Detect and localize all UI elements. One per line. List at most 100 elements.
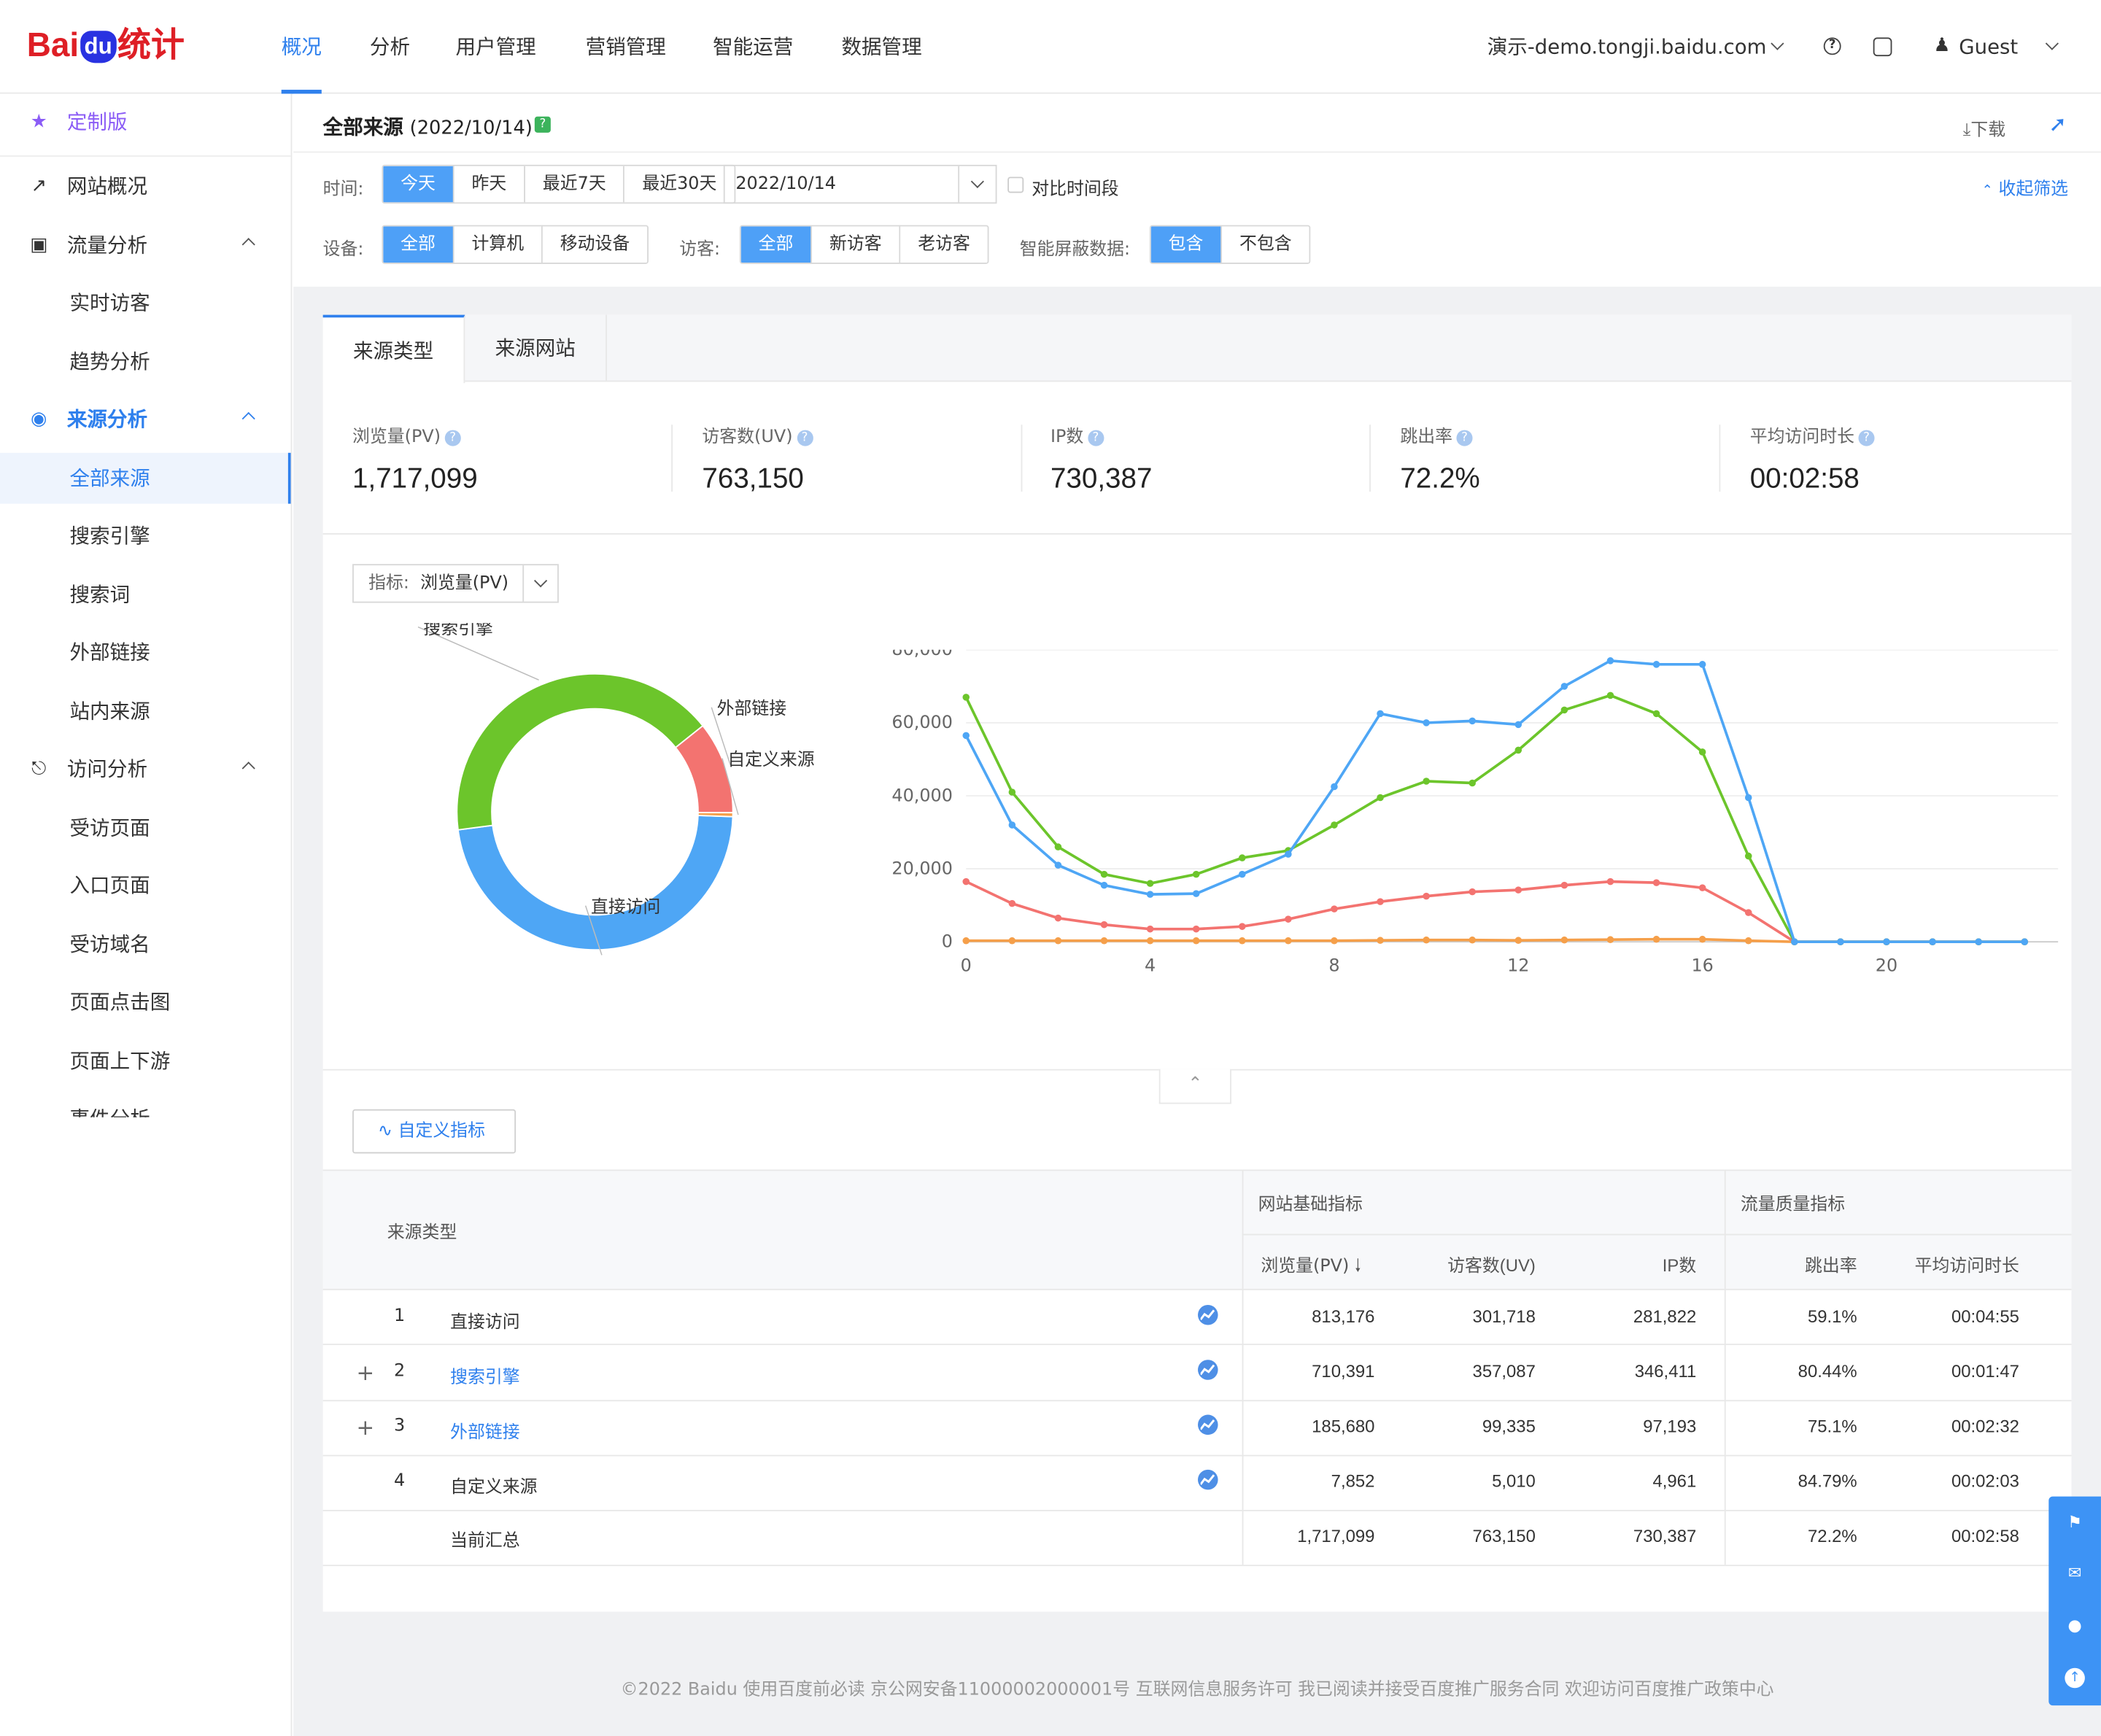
time-yesterday-button[interactable]: 昨天 [454,166,526,203]
sidebar-item-search-terms[interactable]: 搜索词 [69,582,131,608]
series-point[interactable] [1606,657,1614,664]
series-point[interactable] [1192,870,1200,878]
series-point[interactable] [1423,892,1430,900]
series-point[interactable] [1146,925,1154,933]
series-point[interactable] [1100,870,1108,878]
download-button[interactable]: ⤓下载 [1962,120,2006,141]
smart-include-button[interactable]: 包含 [1150,226,1223,263]
series-point[interactable] [1331,937,1338,945]
series-point[interactable] [1514,886,1522,894]
series-point[interactable] [1698,884,1706,891]
mail-icon[interactable]: ✉ [2067,1563,2082,1583]
series-point[interactable] [1146,891,1154,898]
collapse-filters-link[interactable]: ⌃ 收起筛选 [1981,179,2069,200]
nav-analysis[interactable]: 分析 [369,34,411,59]
nav-marketing-management[interactable]: 营销管理 [585,34,666,59]
sidebar-item-entry-pages[interactable]: 入口页面 [69,873,150,898]
help-icon[interactable]: ? [1087,430,1104,446]
metric-dropdown-toggle[interactable] [522,565,557,602]
series-point[interactable] [1883,938,1890,945]
nav-user-management[interactable]: 用户管理 [455,34,536,59]
sidebar-item-traffic-analysis[interactable]: ▣ 流量分析 [0,220,291,271]
series-point[interactable] [1652,710,1660,718]
col-duration[interactable]: 平均访问时长 [1914,1255,2019,1276]
sidebar-item-realtime-visitors[interactable]: 实时访客 [69,290,150,315]
site-selector[interactable]: 演示-demo.tongji.baidu.com [1487,0,1767,94]
series-point[interactable] [1698,748,1706,756]
date-dropdown-toggle[interactable] [958,166,995,203]
series-point[interactable] [1008,788,1016,796]
series-point[interactable] [1698,661,1706,668]
series-point[interactable] [1192,937,1200,945]
series-point[interactable] [1331,905,1338,912]
nav-overview[interactable]: 概况 [281,0,322,94]
series-point[interactable] [1100,937,1108,945]
series-point[interactable] [1377,794,1384,802]
series-point[interactable] [1606,877,1614,886]
device-mobile-button[interactable]: 移动设备 [542,226,648,263]
collapse-chart-button[interactable]: ⌃ [1158,1069,1231,1104]
device-computer-button[interactable]: 计算机 [454,226,543,263]
sidebar-item-visited-domains[interactable]: 受访域名 [69,932,150,957]
help-icon[interactable]: ? [797,430,813,446]
series-point[interactable] [1239,923,1246,930]
series-point[interactable] [1331,783,1338,791]
compare-label[interactable]: 对比时间段 [1032,179,1119,200]
trend-icon[interactable] [1198,1304,1218,1325]
sidebar-item-internal-sources[interactable]: 站内来源 [69,699,150,724]
series-point[interactable] [1652,935,1660,943]
sidebar-item-visit-analysis[interactable]: ⎋ 访问分析 [0,743,291,794]
series-point[interactable] [1239,937,1246,945]
help-icon[interactable]: ? [1456,430,1473,446]
series-point[interactable] [1423,778,1430,785]
expand-plus-icon[interactable]: + [356,1414,375,1441]
series-point[interactable] [1744,794,1752,802]
series-point[interactable] [1008,937,1016,945]
metric-selector[interactable]: 指标: 浏览量(PV) [352,564,559,603]
compare-checkbox[interactable] [1007,177,1024,193]
baidu-tongji-logo[interactable]: Bai du 统计 [26,26,185,65]
date-picker[interactable]: 2022/10/14 [723,164,997,204]
series-point[interactable] [1192,925,1200,933]
series-point[interactable] [1423,936,1430,944]
series-point[interactable] [1008,821,1016,829]
series-point[interactable] [1560,706,1568,714]
nav-data-management[interactable]: 数据管理 [841,34,922,59]
help-badge-icon[interactable]: ? [534,116,551,133]
series-point[interactable] [1239,870,1246,878]
visitor-returning-button[interactable]: 老访客 [900,226,988,263]
col-ip[interactable]: IP数 [1662,1255,1697,1276]
series-point[interactable] [1514,937,1522,944]
user-menu[interactable]: Guest [1959,0,2018,94]
series-point[interactable] [1560,936,1568,944]
series-point[interactable] [1054,843,1062,850]
donut-slice[interactable] [456,673,704,831]
donut-slice[interactable] [457,815,734,951]
series-point[interactable] [1377,937,1384,944]
series-point[interactable] [1791,938,1798,945]
donut-slice[interactable] [697,811,734,818]
help-icon[interactable]: ? [1823,37,1841,55]
series-point[interactable] [1146,880,1154,887]
series-point[interactable] [962,694,970,701]
series-point[interactable] [1698,935,1706,943]
time-7days-button[interactable]: 最近7天 [525,166,625,203]
col-bounce[interactable]: 跳出率 [1805,1255,1857,1276]
series-point[interactable] [1744,937,1752,945]
series-point[interactable] [1100,921,1108,929]
sidebar-item-source-analysis[interactable]: ◉ 来源分析 [0,394,291,445]
series-point[interactable] [1008,899,1016,907]
series-point[interactable] [1975,938,1982,945]
series-point[interactable] [962,937,970,945]
time-today-button[interactable]: 今天 [383,166,454,203]
series-point[interactable] [1929,938,1936,945]
tab-source-type[interactable]: 来源类型 [322,314,465,384]
smart-exclude-button[interactable]: 不包含 [1222,226,1309,263]
nav-smart-operation[interactable]: 智能运营 [713,34,794,59]
series-point[interactable] [1560,683,1568,690]
series-point[interactable] [1192,890,1200,897]
series-point[interactable] [1652,879,1660,886]
visitor-all-button[interactable]: 全部 [740,226,813,263]
series-point[interactable] [1285,915,1292,923]
series-point[interactable] [1837,938,1844,945]
